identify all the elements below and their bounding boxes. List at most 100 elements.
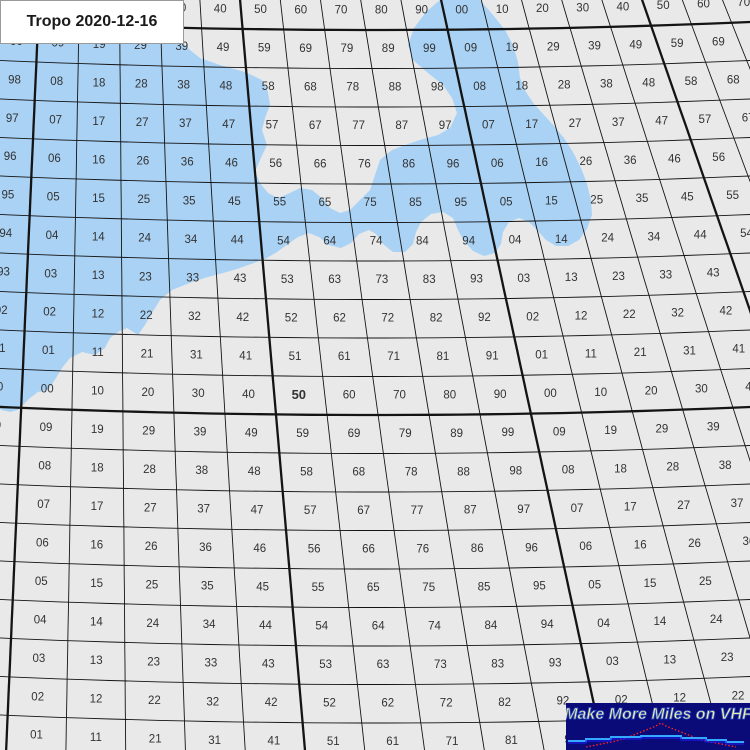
svg-text:25: 25 (699, 576, 712, 588)
svg-text:40: 40 (617, 1, 630, 13)
svg-text:25: 25 (146, 579, 159, 591)
svg-text:97: 97 (439, 120, 452, 132)
svg-text:45: 45 (228, 196, 241, 208)
svg-text:32: 32 (671, 308, 684, 320)
svg-text:94: 94 (541, 619, 554, 631)
svg-text:61: 61 (338, 351, 351, 363)
svg-text:48: 48 (642, 78, 655, 90)
svg-text:69: 69 (299, 43, 312, 55)
svg-text:58: 58 (262, 81, 275, 93)
svg-text:61: 61 (386, 736, 399, 748)
svg-text:33: 33 (659, 269, 672, 281)
svg-text:22: 22 (623, 309, 636, 321)
svg-text:43: 43 (707, 268, 720, 280)
svg-text:28: 28 (666, 462, 679, 474)
svg-text:18: 18 (614, 463, 627, 475)
svg-text:27: 27 (144, 502, 157, 514)
svg-text:17: 17 (91, 501, 104, 513)
svg-text:16: 16 (90, 539, 103, 551)
svg-text:73: 73 (376, 274, 389, 286)
svg-text:53: 53 (319, 659, 332, 671)
svg-text:49: 49 (245, 427, 258, 439)
svg-text:06: 06 (579, 541, 592, 553)
svg-text:35: 35 (201, 581, 214, 593)
svg-text:68: 68 (352, 467, 365, 479)
svg-text:78: 78 (405, 467, 418, 479)
svg-text:13: 13 (663, 654, 676, 666)
svg-text:27: 27 (136, 117, 149, 129)
svg-text:44: 44 (259, 620, 272, 632)
svg-text:08: 08 (50, 76, 63, 88)
svg-text:10: 10 (91, 385, 104, 397)
svg-text:30: 30 (192, 388, 205, 400)
svg-text:19: 19 (604, 425, 617, 437)
svg-text:05: 05 (35, 576, 48, 588)
svg-text:05: 05 (47, 191, 60, 203)
svg-text:23: 23 (139, 271, 152, 283)
svg-text:24: 24 (146, 618, 159, 630)
svg-text:16: 16 (535, 157, 548, 169)
svg-text:30: 30 (695, 384, 708, 396)
svg-text:26: 26 (137, 156, 150, 168)
svg-text:87: 87 (464, 505, 477, 517)
svg-text:59: 59 (296, 428, 309, 440)
svg-text:14: 14 (90, 616, 103, 628)
svg-text:42: 42 (265, 697, 278, 709)
svg-text:56: 56 (269, 158, 282, 170)
svg-text:57: 57 (304, 505, 317, 517)
svg-text:98: 98 (8, 74, 21, 86)
svg-text:24: 24 (601, 233, 614, 245)
svg-text:91: 91 (486, 351, 499, 363)
svg-text:02: 02 (526, 311, 539, 323)
svg-text:91: 91 (0, 343, 5, 355)
svg-text:69: 69 (712, 37, 725, 49)
svg-text:72: 72 (381, 313, 394, 325)
svg-text:77: 77 (352, 120, 365, 132)
svg-text:17: 17 (525, 119, 538, 131)
svg-text:34: 34 (203, 619, 216, 631)
svg-text:26: 26 (580, 156, 593, 168)
svg-text:37: 37 (731, 498, 744, 510)
svg-text:26: 26 (688, 538, 701, 550)
svg-text:53: 53 (281, 274, 294, 286)
svg-text:04: 04 (509, 235, 522, 247)
svg-text:45: 45 (681, 192, 694, 204)
svg-text:23: 23 (721, 652, 734, 664)
svg-text:20: 20 (142, 387, 155, 399)
svg-text:43: 43 (262, 659, 275, 671)
svg-text:37: 37 (612, 117, 625, 129)
svg-text:00: 00 (455, 4, 468, 16)
svg-text:49: 49 (217, 42, 230, 54)
svg-text:54: 54 (740, 228, 750, 240)
svg-text:09: 09 (40, 422, 53, 434)
svg-text:36: 36 (743, 536, 750, 548)
svg-text:52: 52 (285, 312, 298, 324)
svg-text:24: 24 (138, 233, 151, 245)
svg-text:80: 80 (443, 389, 456, 401)
svg-text:93: 93 (0, 266, 10, 278)
svg-text:04: 04 (46, 230, 59, 242)
svg-text:01: 01 (535, 350, 548, 362)
svg-text:31: 31 (683, 346, 696, 358)
svg-text:34: 34 (648, 231, 661, 243)
svg-text:28: 28 (135, 79, 148, 91)
svg-text:38: 38 (719, 460, 732, 472)
svg-text:24: 24 (710, 614, 723, 626)
svg-text:37: 37 (197, 504, 210, 516)
svg-text:97: 97 (6, 113, 19, 125)
svg-text:12: 12 (90, 693, 103, 705)
svg-text:49: 49 (629, 39, 642, 51)
svg-text:95: 95 (2, 190, 15, 202)
svg-text:84: 84 (485, 620, 498, 632)
svg-text:50: 50 (657, 0, 670, 12)
svg-text:29: 29 (142, 425, 155, 437)
svg-text:15: 15 (644, 578, 657, 590)
svg-text:58: 58 (300, 467, 313, 479)
svg-text:34: 34 (185, 234, 198, 246)
svg-text:36: 36 (199, 542, 212, 554)
svg-text:70: 70 (393, 390, 406, 402)
svg-text:36: 36 (181, 157, 194, 169)
svg-text:47: 47 (655, 116, 668, 128)
svg-text:38: 38 (177, 80, 190, 92)
svg-text:29: 29 (547, 41, 560, 53)
